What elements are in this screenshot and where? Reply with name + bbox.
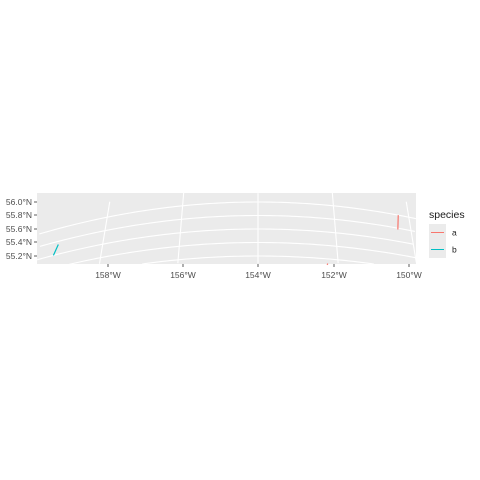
legend-item-a: a (429, 224, 457, 241)
x-tick-label: 156°W (170, 270, 196, 280)
x-tick-label: 150°W (396, 270, 422, 280)
gridline-parallel (39, 214, 415, 247)
x-tick-label: 158°W (95, 270, 121, 280)
gridline-parallel (36, 228, 414, 261)
x-tick-3: 154°W (245, 264, 271, 280)
y-axis: 56.0°N 55.8°N 55.6°N 55.4°N 55.2°N (6, 197, 37, 261)
x-tick-label: 154°W (245, 270, 271, 280)
y-tick-5: 55.2°N (6, 251, 37, 261)
panel-background (37, 193, 416, 264)
y-tick-4: 55.4°N (6, 237, 37, 247)
series-a-segment-2 (326, 263, 329, 266)
x-tick-1: 158°W (95, 264, 121, 280)
x-tick-4: 152°W (321, 264, 347, 280)
legend-title: species (429, 209, 465, 221)
gridline-meridian (331, 192, 339, 264)
series-b-segment-1 (52, 244, 59, 256)
x-tick-5: 150°W (396, 264, 422, 280)
y-tick-3: 55.6°N (6, 224, 37, 234)
y-tick-label: 55.4°N (6, 237, 32, 247)
y-tick-2: 55.8°N (6, 210, 37, 220)
gridlines (36, 192, 417, 265)
gridline-meridian (177, 192, 185, 264)
gridline-meridian (405, 201, 417, 263)
x-axis: 158°W 156°W 154°W 152°W 150°W (95, 264, 422, 280)
legend-label-b: b (452, 245, 457, 255)
legend-label-a: a (452, 228, 457, 238)
y-tick-1: 56.0°N (6, 197, 37, 207)
y-tick-label: 55.8°N (6, 210, 32, 220)
data-lines (52, 215, 399, 266)
legend: species a b (429, 209, 465, 258)
x-tick-2: 156°W (170, 264, 196, 280)
x-tick-label: 152°W (321, 270, 347, 280)
gridline-parallel (39, 201, 417, 235)
y-tick-label: 55.6°N (6, 224, 32, 234)
gridline-meridian (98, 201, 111, 264)
y-tick-label: 56.0°N (6, 197, 32, 207)
gridline-parallel (68, 241, 416, 265)
legend-item-b: b (429, 241, 457, 258)
y-tick-label: 55.2°N (6, 251, 32, 261)
